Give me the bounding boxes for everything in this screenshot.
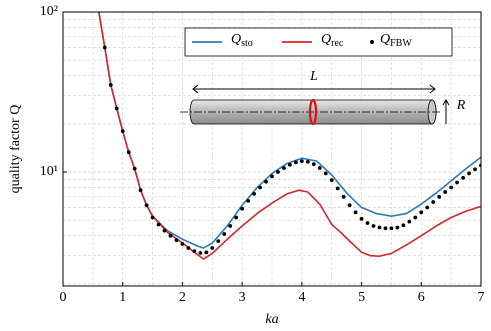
data-point — [264, 179, 268, 184]
series-line — [98, 12, 481, 260]
radius-label: R — [456, 98, 466, 113]
x-tick-label: 7 — [478, 290, 485, 305]
x-tick-label: 4 — [298, 290, 305, 305]
data-point — [144, 203, 149, 208]
data-point — [413, 215, 418, 220]
data-point — [473, 167, 477, 172]
data-point — [180, 242, 185, 246]
data-point — [120, 129, 125, 134]
data-point — [455, 180, 460, 185]
data-point — [192, 249, 197, 254]
data-point — [258, 185, 262, 190]
data-point — [425, 205, 430, 210]
data-point — [305, 159, 310, 164]
data-point — [317, 166, 322, 170]
data-point — [234, 215, 239, 220]
data-point — [443, 190, 448, 194]
length-label: L — [309, 69, 318, 84]
data-point — [138, 188, 143, 193]
data-point — [395, 225, 400, 230]
data-point — [431, 200, 436, 204]
data-point — [270, 174, 274, 179]
legend-box — [184, 27, 453, 57]
x-tick-label: 5 — [358, 290, 365, 305]
legend: Qsto Qrec QFBW — [184, 27, 453, 57]
data-point — [222, 232, 227, 236]
data-point — [461, 175, 465, 180]
data-point — [174, 238, 179, 243]
data-point — [401, 223, 406, 228]
data-point — [276, 170, 280, 174]
legend-label: Qrec — [321, 32, 344, 49]
data-point — [162, 228, 167, 233]
data-point — [216, 239, 221, 244]
y-tick-label: 10² — [40, 4, 58, 19]
x-tick-label: 6 — [418, 290, 425, 305]
x-tick-label: 2 — [179, 290, 186, 305]
data-point — [246, 199, 251, 203]
data-point — [156, 222, 161, 227]
data-point — [311, 162, 316, 167]
feed-ring — [308, 98, 318, 126]
data-point — [341, 194, 346, 199]
data-point — [132, 166, 137, 171]
data-point — [240, 206, 245, 211]
series-group — [98, 12, 481, 260]
data-point — [365, 221, 370, 225]
data-point — [282, 166, 286, 170]
data-point — [204, 250, 209, 255]
data-point — [359, 216, 364, 221]
data-point — [335, 186, 340, 191]
data-point — [198, 251, 203, 255]
data-point — [228, 224, 233, 228]
data-point — [329, 178, 334, 183]
y-tick-label: 10¹ — [40, 164, 58, 179]
data-point — [299, 159, 304, 164]
data-point — [102, 45, 107, 50]
data-point — [407, 219, 412, 224]
data-point — [389, 226, 394, 231]
data-point — [377, 225, 382, 230]
data-point — [108, 83, 113, 87]
length-arrow-heads — [192, 84, 436, 94]
data-point — [126, 150, 131, 155]
x-tick-label: 0 — [60, 290, 67, 305]
data-point — [323, 171, 328, 176]
data-point — [186, 246, 191, 250]
data-point — [168, 233, 173, 238]
data-point — [353, 210, 358, 215]
data-point — [252, 192, 256, 196]
data-point — [293, 160, 298, 165]
y-axis-label: quality factor Q — [8, 105, 23, 194]
radius-arrow-head — [442, 99, 450, 106]
inset-diagram: L R — [180, 69, 466, 126]
data-point — [419, 210, 424, 215]
legend-label: QFBW — [380, 32, 412, 49]
data-point — [288, 162, 292, 167]
data-point — [114, 106, 119, 111]
data-point — [347, 203, 352, 208]
x-tick-label: 3 — [239, 290, 246, 305]
data-point — [150, 215, 155, 220]
data-point — [383, 226, 388, 231]
legend-marker — [370, 40, 374, 44]
legend-label: Qsto — [231, 32, 253, 49]
axes-frame — [62, 11, 482, 287]
x-axis-label: ka — [265, 312, 278, 327]
data-point — [371, 224, 376, 228]
data-point — [467, 171, 471, 176]
data-point — [210, 246, 215, 250]
x-tick-label: 1 — [119, 290, 126, 305]
data-point — [437, 194, 442, 199]
data-point — [449, 185, 454, 190]
